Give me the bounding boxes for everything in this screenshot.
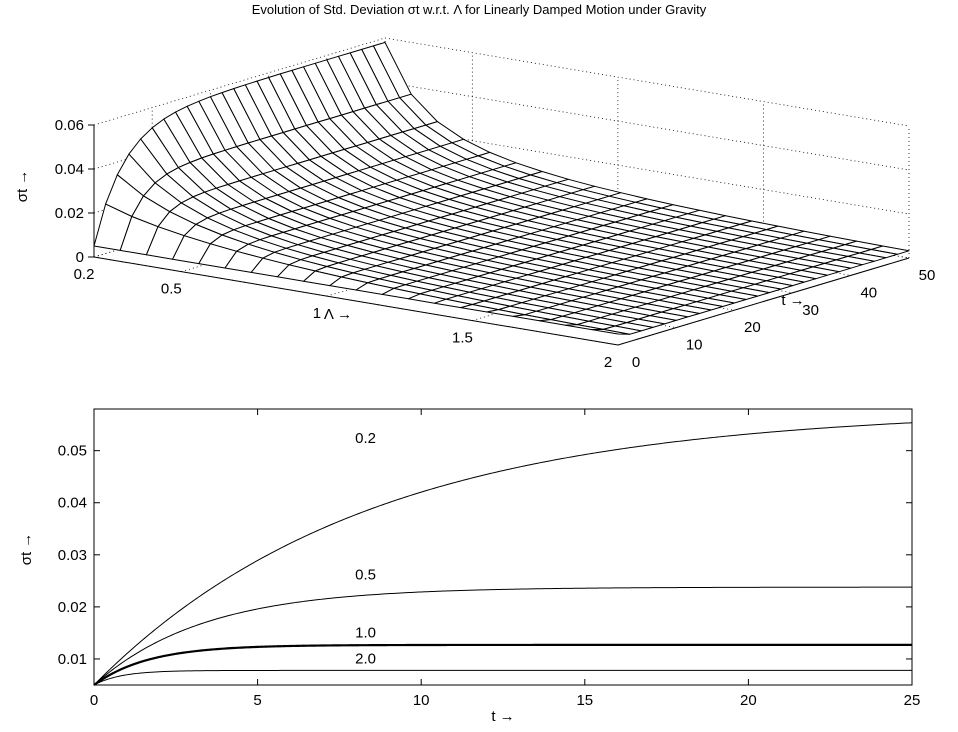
surface-x-tick-label: 1	[313, 305, 321, 322]
surface-y-tick-label: 0	[632, 354, 640, 371]
x-tick-label: 10	[413, 692, 430, 709]
surface-x-tick-label: 0.2	[74, 266, 95, 283]
surface-y-tick-label: 40	[860, 284, 877, 301]
surface-x-tick-label: 1.5	[452, 330, 473, 347]
series-label-1.0: 1.0	[355, 625, 376, 642]
series-line-1.0	[93, 643, 912, 686]
surface-y-tick-label: 20	[744, 319, 761, 336]
line-x-axis-label: t →	[491, 708, 514, 725]
surface-y-tick-label: 30	[802, 302, 819, 319]
line-plot-frame	[93, 408, 913, 686]
line-plot-series	[93, 422, 913, 686]
surface-y-tick-label: 10	[686, 337, 703, 354]
y-tick-label: 0.04	[58, 495, 87, 512]
y-tick-label: 0.02	[58, 599, 87, 616]
line-y-axis-label: σt →	[18, 533, 35, 566]
surface-x-axis-label: Λ →	[324, 306, 352, 323]
surface-z-tick-label: 0.02	[55, 205, 84, 222]
surface-y-axis-label: t →	[781, 292, 804, 309]
x-tick-label: 5	[253, 692, 261, 709]
series-label-2.0: 2.0	[355, 651, 376, 668]
surface-z-tick-label: 0	[76, 249, 84, 266]
surface-x-tick-label: 0.5	[161, 281, 182, 298]
line-plot: 0 5 10 15 20 25 0.01 0.02 0.03 0.04 0.05 0.2 0.5 1.0…	[18, 408, 921, 725]
series-line-0.5	[93, 586, 912, 686]
surface-patch	[591, 328, 631, 335]
grid-line	[384, 37, 910, 127]
figure-title: Evolution of Std. Deviation σt w.r.t. Λ …	[252, 2, 707, 17]
surface-z-axis-label: σt →	[14, 170, 31, 203]
x-axis-line	[93, 256, 619, 346]
series-line-0.2	[93, 422, 913, 686]
x-tick-label: 0	[90, 692, 98, 709]
surface-x-tick-label: 2	[604, 354, 612, 371]
line-plot-series-labels: 0.2 0.5 1.0 2.0	[355, 430, 376, 668]
surface-z-tick-label: 0.06	[55, 117, 84, 134]
series-line-2.0	[93, 669, 912, 686]
line-plot-ticks: 0 5 10 15 20 25 0.01 0.02 0.03 0.04 0.05	[58, 409, 921, 709]
series-label-0.2: 0.2	[355, 430, 376, 447]
y-axis-line	[617, 257, 910, 346]
x-tick-label: 20	[740, 692, 757, 709]
x-tick-label: 25	[904, 692, 921, 709]
y-tick-label: 0.03	[58, 547, 87, 564]
x-tick-label: 15	[576, 692, 593, 709]
surface-y-tick-label: 50	[919, 267, 936, 284]
surface-axes	[93, 125, 910, 346]
y-tick-label: 0.05	[58, 443, 87, 460]
surface-mesh	[93, 41, 910, 335]
series-label-0.5: 0.5	[355, 566, 376, 583]
y-tick-label: 0.01	[58, 651, 87, 668]
surface-z-tick-label: 0.04	[55, 161, 84, 178]
